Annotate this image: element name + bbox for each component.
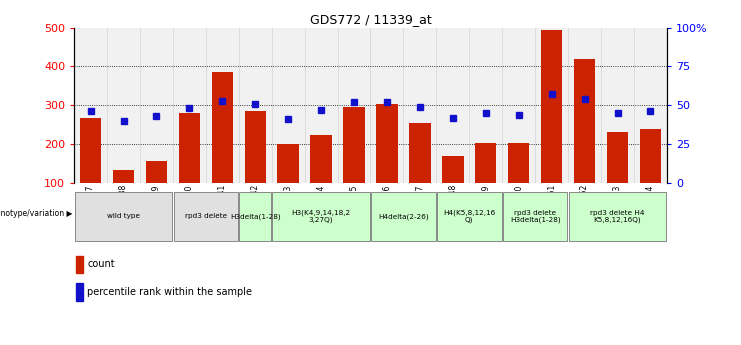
Text: rpd3 delete: rpd3 delete [185,214,227,219]
Bar [113,170,134,183]
Bar [107,28,140,183]
Bar [403,28,436,183]
Text: H3(K4,9,14,18,2
3,27Q): H3(K4,9,14,18,2 3,27Q) [291,209,350,224]
Bar [173,28,206,183]
Text: percentile rank within the sample: percentile rank within the sample [87,287,253,297]
Text: rpd3 delete H4
K5,8,12,16Q): rpd3 delete H4 K5,8,12,16Q) [591,210,645,223]
Text: H4(K5,8,12,16
Q): H4(K5,8,12,16 Q) [443,209,496,224]
Bar [179,113,200,183]
Bar [343,107,365,183]
Text: count: count [87,259,115,269]
Bar [376,105,398,183]
Bar [436,28,469,183]
Bar [574,59,595,183]
Bar [146,161,167,183]
FancyBboxPatch shape [273,192,370,241]
FancyBboxPatch shape [437,192,502,241]
Bar [277,144,299,183]
Bar [310,135,332,183]
Bar [639,128,661,183]
Bar [535,28,568,183]
Bar [568,28,601,183]
Bar [601,28,634,183]
Text: wild type: wild type [107,214,140,219]
FancyBboxPatch shape [569,192,666,241]
Bar [74,28,107,183]
Bar [508,143,529,183]
Bar [469,28,502,183]
FancyBboxPatch shape [503,192,568,241]
Bar [76,256,83,273]
Bar [370,28,403,183]
FancyBboxPatch shape [371,192,436,241]
Bar [502,28,535,183]
Bar [245,111,266,183]
Text: H3delta(1-28): H3delta(1-28) [230,213,281,220]
Text: rpd3 delete
H3delta(1-28): rpd3 delete H3delta(1-28) [510,210,560,223]
Text: genotype/variation ▶: genotype/variation ▶ [0,209,72,218]
Bar [409,123,431,183]
Bar [305,28,338,183]
Bar [76,283,83,301]
Bar [338,28,370,183]
Bar [272,28,305,183]
Bar [212,72,233,183]
FancyBboxPatch shape [173,192,238,241]
Bar [239,28,272,183]
Bar [607,132,628,183]
FancyBboxPatch shape [75,192,172,241]
Bar [634,28,667,183]
Bar [442,156,464,183]
Bar [80,118,102,183]
Bar [541,30,562,183]
Title: GDS772 / 11339_at: GDS772 / 11339_at [310,13,431,27]
Bar [475,143,496,183]
FancyBboxPatch shape [239,192,271,241]
Bar [140,28,173,183]
Text: H4delta(2-26): H4delta(2-26) [378,213,429,220]
Bar [206,28,239,183]
